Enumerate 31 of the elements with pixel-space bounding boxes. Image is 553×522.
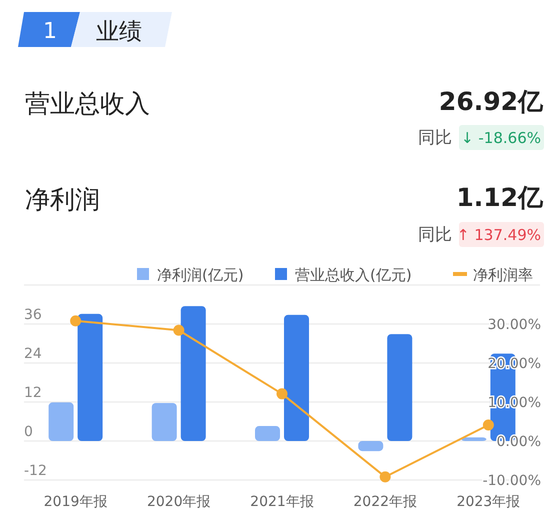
point	[380, 471, 391, 482]
legend-label: 净利润(亿元)	[157, 266, 244, 284]
point	[482, 420, 494, 431]
x-tick-label: 2020年报	[146, 494, 211, 510]
y2-tick-label: 30.00%	[488, 317, 541, 333]
text: ↓ -18.66%	[461, 129, 541, 147]
text: 同比	[418, 128, 452, 148]
legend-label: 营业总收入(亿元)	[295, 266, 412, 284]
y-tick-label: 24	[24, 346, 42, 362]
chart-title: 业绩	[96, 19, 142, 45]
x-tick-label: 2021年报	[250, 494, 314, 510]
y2-tick-label: 0.00%	[496, 434, 541, 450]
legend-label: 净利润率	[473, 266, 533, 284]
y-tick-label: 36	[24, 307, 42, 323]
y2-tick-label: -10.00%	[482, 473, 541, 489]
text: 1	[43, 19, 57, 44]
point	[70, 315, 82, 326]
point	[276, 388, 288, 400]
x-tick-label: 2023年报	[456, 494, 520, 510]
y-tick-label: 12	[24, 385, 42, 401]
y-tick-label: 0	[24, 424, 33, 440]
y-tick-label: -12	[24, 463, 47, 479]
text: 净利润	[25, 185, 100, 214]
text: ↑ 137.49%	[456, 226, 541, 244]
point	[173, 324, 184, 336]
text: 26.92亿	[438, 87, 544, 116]
text: 1.12亿	[456, 183, 544, 212]
x-tick-label: 2019年报	[44, 494, 108, 510]
text: 营业总收入	[25, 89, 150, 118]
x-tick-label: 2022年报	[353, 494, 418, 510]
text: 同比	[418, 225, 452, 245]
